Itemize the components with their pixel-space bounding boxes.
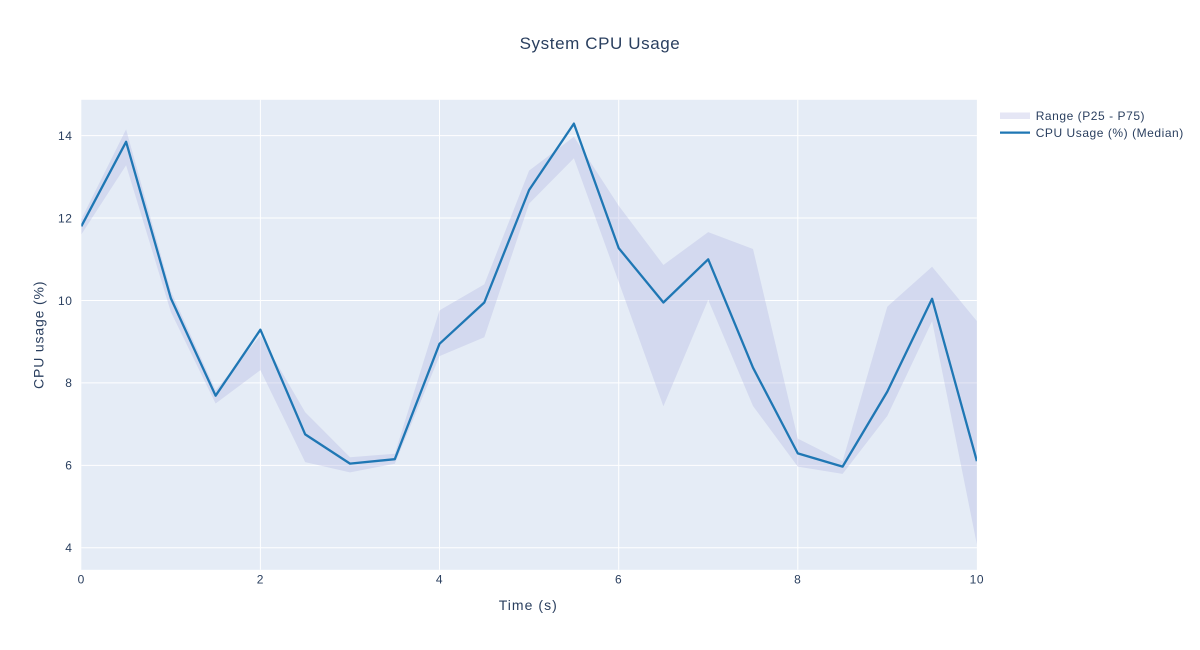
svg-text:10: 10 xyxy=(58,294,73,308)
svg-text:8: 8 xyxy=(65,376,72,390)
svg-text:8: 8 xyxy=(794,572,801,586)
svg-text:4: 4 xyxy=(436,572,443,586)
svg-text:0: 0 xyxy=(78,572,85,586)
svg-text:4: 4 xyxy=(65,541,72,555)
svg-text:CPU usage (%): CPU usage (%) xyxy=(31,281,47,389)
svg-text:Time (s): Time (s) xyxy=(499,597,558,613)
svg-text:14: 14 xyxy=(58,129,73,143)
svg-text:System CPU Usage: System CPU Usage xyxy=(520,34,681,53)
svg-text:10: 10 xyxy=(970,572,985,586)
svg-text:CPU Usage (%) (Median): CPU Usage (%) (Median) xyxy=(1036,126,1184,140)
svg-text:6: 6 xyxy=(65,459,72,473)
svg-text:6: 6 xyxy=(615,572,622,586)
svg-text:Range (P25 - P75): Range (P25 - P75) xyxy=(1036,109,1145,123)
svg-text:12: 12 xyxy=(58,211,73,225)
svg-text:2: 2 xyxy=(257,572,264,586)
